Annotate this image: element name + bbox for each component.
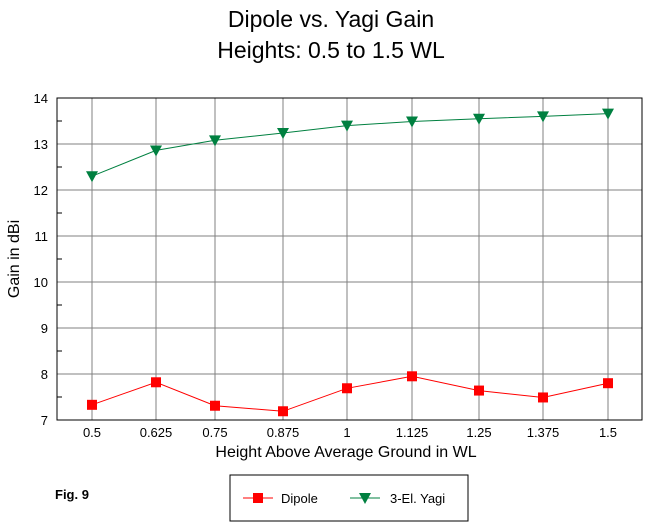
x-tick-label: 0.5 (83, 425, 101, 440)
data-point (87, 399, 97, 410)
x-axis-ticks: 0.5 0.625 0.75 0.875 1 1.125 1.25 1.375 1.5 (83, 425, 617, 440)
x-tick-label: 1.5 (599, 425, 617, 440)
chart-subtitle: Heights: 0.5 to 1.5 WL (217, 37, 445, 63)
data-point (210, 400, 220, 411)
legend-entry: Dipole (281, 491, 318, 506)
x-tick-label: 0.75 (202, 425, 227, 440)
grid-lines (57, 98, 642, 420)
legend: Dipole 3-El. Yagi (243, 491, 445, 506)
data-point (277, 127, 289, 139)
y-axis-label: Gain in dBi (6, 220, 23, 298)
data-point (278, 406, 288, 417)
series-dipole (87, 371, 613, 417)
y-tick-label: 14 (34, 91, 48, 106)
data-point (406, 116, 418, 128)
data-point (209, 135, 221, 147)
data-point (341, 120, 353, 132)
y-tick-label: 7 (41, 413, 48, 428)
data-point (473, 113, 485, 125)
x-tick-label: 1.25 (466, 425, 491, 440)
x-tick-label: 1 (343, 425, 350, 440)
legend-entry: 3-El. Yagi (390, 491, 445, 506)
y-tick-label: 8 (41, 367, 48, 382)
legend-marker (253, 493, 263, 503)
figure-label: Fig. 9 (55, 487, 89, 502)
data-point (474, 385, 484, 396)
plot-area (56, 97, 643, 421)
data-point (407, 371, 417, 382)
data-point (86, 171, 98, 183)
x-tick-label: 0.625 (140, 425, 173, 440)
legend-marker (359, 493, 371, 504)
y-tick-label: 9 (41, 321, 48, 336)
series-layer (86, 108, 614, 417)
y-tick-label: 11 (35, 229, 49, 244)
x-tick-label: 1.375 (527, 425, 560, 440)
data-point (603, 378, 613, 389)
chart-title: Dipole vs. Yagi Gain (228, 6, 434, 32)
y-tick-label: 13 (34, 137, 48, 152)
x-tick-label: 1.125 (396, 425, 429, 440)
x-axis-label: Height Above Average Ground in WL (215, 444, 476, 461)
y-axis-ticks: 7 8 9 10 11 12 13 14 (34, 91, 62, 428)
data-point (150, 145, 162, 157)
data-point (602, 108, 614, 120)
y-tick-label: 10 (34, 275, 48, 290)
series-line (91, 375, 609, 412)
data-point (537, 111, 549, 123)
data-point (538, 392, 548, 403)
y-tick-label: 12 (34, 183, 48, 198)
data-point (342, 383, 352, 394)
series-yagi (86, 108, 614, 183)
data-point (151, 377, 161, 388)
x-tick-label: 0.875 (267, 425, 300, 440)
